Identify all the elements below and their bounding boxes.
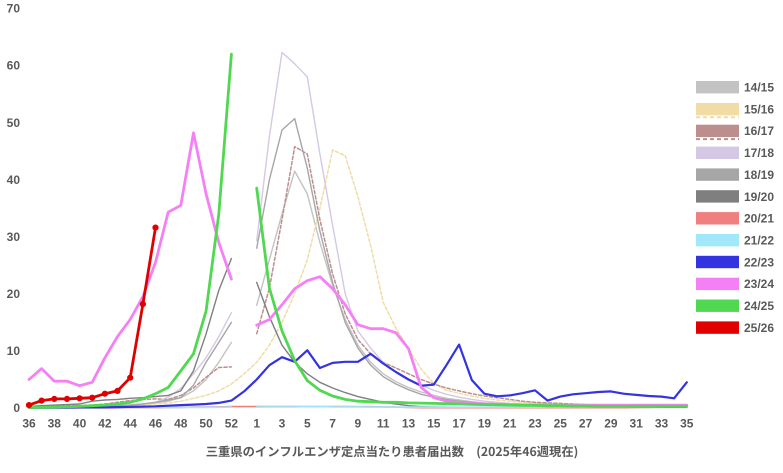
svg-text:5: 5 xyxy=(304,417,311,431)
svg-text:44: 44 xyxy=(124,417,138,431)
svg-text:20: 20 xyxy=(7,287,21,301)
svg-text:40: 40 xyxy=(7,173,21,187)
svg-text:3: 3 xyxy=(279,417,286,431)
svg-text:0: 0 xyxy=(13,401,20,415)
svg-text:52: 52 xyxy=(225,417,239,431)
svg-text:42: 42 xyxy=(98,417,112,431)
svg-text:31: 31 xyxy=(630,417,644,431)
svg-text:10: 10 xyxy=(7,344,21,358)
svg-text:1: 1 xyxy=(253,417,260,431)
svg-text:20/21: 20/21 xyxy=(744,212,774,226)
svg-text:35: 35 xyxy=(680,417,694,431)
svg-text:18/19: 18/19 xyxy=(744,168,774,182)
svg-text:33: 33 xyxy=(655,417,669,431)
svg-text:7: 7 xyxy=(329,417,336,431)
svg-text:50: 50 xyxy=(199,417,213,431)
svg-text:60: 60 xyxy=(7,59,21,73)
svg-text:46: 46 xyxy=(149,417,163,431)
svg-text:48: 48 xyxy=(174,417,188,431)
svg-text:11: 11 xyxy=(377,417,390,431)
svg-text:23/24: 23/24 xyxy=(744,277,774,291)
svg-text:29: 29 xyxy=(604,417,618,431)
svg-text:36: 36 xyxy=(22,417,36,431)
svg-text:15: 15 xyxy=(427,417,441,431)
svg-text:13: 13 xyxy=(402,417,416,431)
svg-text:23: 23 xyxy=(528,417,542,431)
svg-text:17: 17 xyxy=(452,417,466,431)
svg-text:14/15: 14/15 xyxy=(744,81,774,95)
svg-text:16/17: 16/17 xyxy=(744,124,774,138)
svg-text:9: 9 xyxy=(355,417,362,431)
svg-text:50: 50 xyxy=(7,116,21,130)
svg-text:21: 21 xyxy=(503,417,517,431)
svg-text:17/18: 17/18 xyxy=(744,146,774,160)
svg-text:19: 19 xyxy=(478,417,492,431)
svg-text:25: 25 xyxy=(554,417,568,431)
svg-text:27: 27 xyxy=(579,417,593,431)
svg-text:三重県のインフルエンザ定点当たり患者届出数 (2025年46: 三重県のインフルエンザ定点当たり患者届出数 (2025年46週現在) xyxy=(206,442,579,460)
svg-text:40: 40 xyxy=(73,417,87,431)
svg-text:70: 70 xyxy=(7,2,21,16)
svg-text:21/22: 21/22 xyxy=(744,234,774,248)
svg-text:38: 38 xyxy=(48,417,62,431)
svg-text:22/23: 22/23 xyxy=(744,255,774,269)
svg-text:19/20: 19/20 xyxy=(744,190,774,204)
svg-text:24/25: 24/25 xyxy=(744,299,774,313)
svg-text:15/16: 15/16 xyxy=(744,102,774,116)
svg-text:30: 30 xyxy=(7,230,21,244)
svg-text:25/26: 25/26 xyxy=(744,321,774,335)
